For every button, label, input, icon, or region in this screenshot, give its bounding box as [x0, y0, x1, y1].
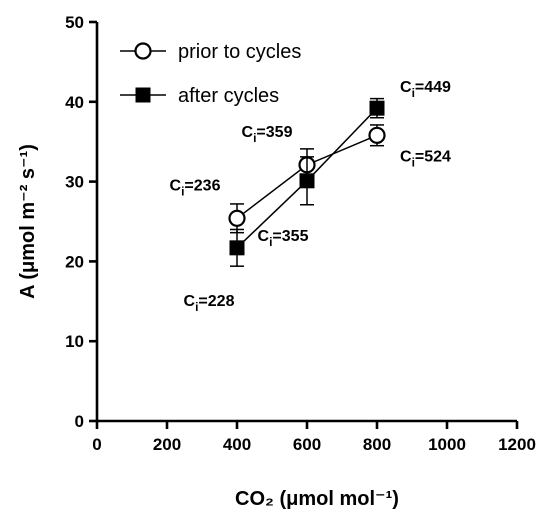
- legend-marker: [135, 87, 151, 103]
- y-tick-label: 40: [65, 93, 84, 112]
- x-tick-label: 800: [363, 435, 391, 454]
- y-axis-title: A (μmol m⁻² s⁻¹): [17, 144, 39, 299]
- x-tick-label: 400: [223, 435, 251, 454]
- legend-label: after cycles: [178, 85, 279, 107]
- x-tick-label: 200: [153, 435, 181, 454]
- data-point: [299, 173, 315, 189]
- ci-annotation: Ci=236: [170, 177, 221, 198]
- ci-annotation: Ci=524: [400, 148, 451, 169]
- x-tick-label: 600: [293, 435, 321, 454]
- y-tick-label: 30: [65, 173, 84, 192]
- data-point: [228, 209, 246, 227]
- data-point: [229, 240, 245, 256]
- y-tick-label: 0: [75, 412, 84, 431]
- x-axis-title: CO₂ (μmol mol⁻¹): [235, 488, 399, 510]
- legend: prior to cycles after cycles: [120, 41, 301, 107]
- y-tick-label: 10: [65, 332, 84, 351]
- data-point: [368, 126, 386, 144]
- x-tick-label: 0: [92, 435, 101, 454]
- axes: [95, 22, 517, 423]
- ci-annotation: Ci=228: [184, 293, 235, 314]
- ci-annotation: Ci=359: [242, 124, 293, 145]
- series-group: [228, 97, 386, 267]
- data-point: [369, 100, 385, 116]
- tick-group: 0 200 400 600 800 1000 1200 0 10 20 30 40 50: [65, 13, 536, 454]
- legend-marker: [134, 42, 152, 60]
- series-2: [229, 97, 385, 267]
- y-tick-label: 50: [65, 13, 84, 32]
- ci-annotation: Ci=449: [400, 79, 451, 100]
- y-tick-label: 20: [65, 252, 84, 271]
- x-tick-label: 1200: [498, 435, 536, 454]
- x-tick-label: 1000: [428, 435, 466, 454]
- annotation-group: Ci=236 Ci=228 Ci=359 Ci=355 Ci=449 Ci=524: [170, 79, 452, 314]
- ci-annotation: Ci=355: [258, 228, 309, 249]
- legend-label: prior to cycles: [178, 41, 301, 63]
